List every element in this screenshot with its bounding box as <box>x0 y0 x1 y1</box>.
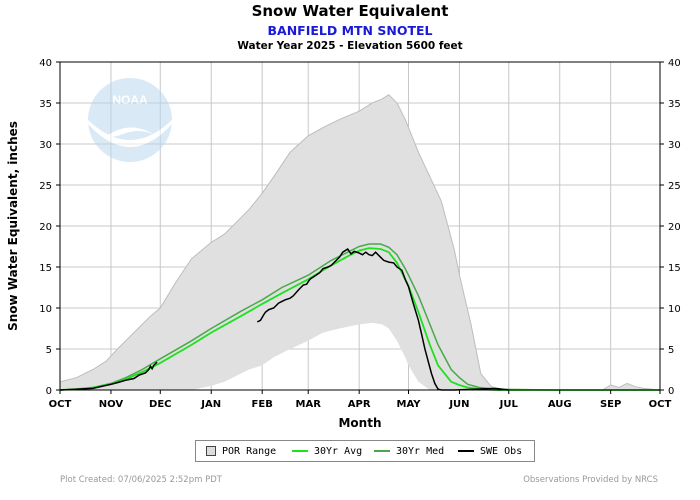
x-tick-label: JUL <box>499 399 519 410</box>
x-tick-label: OCT <box>649 399 672 410</box>
axis-ticks: 0 0 5 5 10 10 15 15 20 20 25 25 30 30 35 35 40 40 OCT NOV DE… <box>39 58 680 410</box>
x-tick-label: JUN <box>448 399 469 410</box>
series-30yr-average-line <box>59 247 660 391</box>
y-tick-label-left: 30 <box>39 140 52 151</box>
legend-label-obs: SWE Obs <box>480 446 523 457</box>
x-tick-label: SEP <box>600 399 621 410</box>
y-axis-label: Snow Water Equivalent, inches <box>6 121 20 331</box>
x-tick-label: FEB <box>252 399 273 410</box>
chart-subtitle: Water Year 2025 - Elevation 5600 feet <box>237 40 463 52</box>
data-provider-note: Observations Provided by NRCS <box>523 475 658 485</box>
legend-label-med: 30Yr Med <box>396 446 445 457</box>
y-tick-label-left: 5 <box>46 345 52 356</box>
legend-item-med: 30Yr Med <box>374 446 444 458</box>
y-tick-label-left: 15 <box>39 263 52 274</box>
legend-item-avg: 30Yr Avg <box>292 446 362 458</box>
chart-legend: POR Range 30Yr Avg 30Yr Med SWE Obs <box>195 440 535 462</box>
chart-title: Snow Water Equivalent <box>251 2 449 20</box>
y-tick-label-right: 25 <box>668 181 681 192</box>
series-30yr-median-line <box>59 243 660 391</box>
y-tick-label-right: 5 <box>668 345 674 356</box>
legend-label-avg: 30Yr Avg <box>314 446 363 457</box>
noaa-logo: NOAA <box>88 78 172 162</box>
y-tick-label-left: 0 <box>46 386 52 397</box>
y-tick-label-left: 35 <box>39 99 52 110</box>
x-axis-label: Month <box>338 416 381 430</box>
station-name: BANFIELD MTN SNOTEL <box>267 23 433 38</box>
x-tick-label: APR <box>348 399 371 410</box>
y-tick-label-right: 0 <box>668 386 674 397</box>
y-tick-label-left: 20 <box>39 222 52 233</box>
y-tick-label-right: 35 <box>668 99 681 110</box>
x-tick-label: AUG <box>548 399 572 410</box>
legend-label-por: POR Range <box>222 446 277 457</box>
y-tick-label-right: 15 <box>668 263 681 274</box>
noaa-logo-text: NOAA <box>112 93 148 107</box>
y-tick-label-left: 25 <box>39 181 52 192</box>
legend-swatch-por <box>206 446 216 456</box>
por-range-band <box>60 94 660 391</box>
y-tick-label-right: 10 <box>668 304 681 315</box>
swe-chart: NOAA 0 0 5 5 10 10 15 15 20 20 25 25 30 30 35 35 40 40 OCT… <box>6 58 681 430</box>
y-tick-label-left: 40 <box>39 58 52 69</box>
legend-swatch-obs <box>458 450 474 452</box>
y-tick-label-left: 10 <box>39 304 52 315</box>
legend-item-por: POR Range <box>206 446 276 458</box>
legend-swatch-avg <box>292 450 308 452</box>
y-tick-label-right: 20 <box>668 222 681 233</box>
y-tick-label-right: 30 <box>668 140 681 151</box>
x-tick-label: MAR <box>296 399 322 410</box>
x-tick-label: OCT <box>49 399 72 410</box>
series-swe-observed-line <box>59 247 509 391</box>
legend-item-obs: SWE Obs <box>458 446 522 458</box>
x-tick-label: JAN <box>200 399 221 410</box>
x-tick-label: DEC <box>149 399 171 410</box>
x-tick-label: MAY <box>397 399 422 410</box>
plot-created-note: Plot Created: 07/06/2025 2:52pm PDT <box>60 475 222 485</box>
x-tick-label: NOV <box>99 399 124 410</box>
y-tick-label-right: 40 <box>668 58 681 69</box>
legend-swatch-med <box>374 450 390 452</box>
